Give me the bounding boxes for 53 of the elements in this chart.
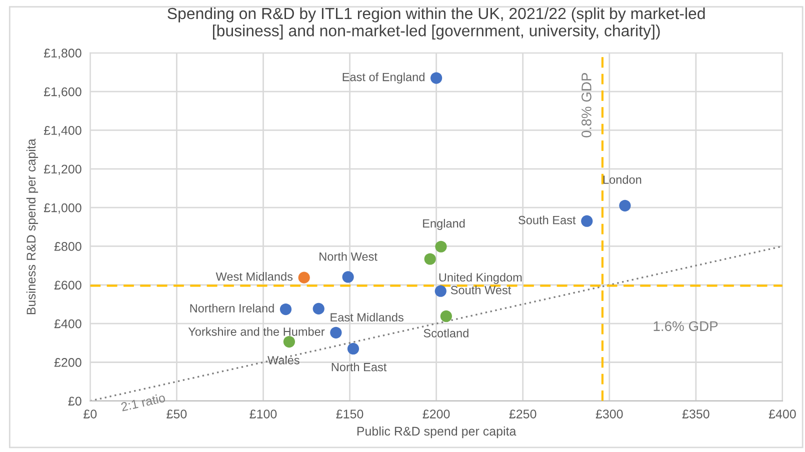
point	[283, 336, 296, 348]
point	[440, 310, 452, 322]
point	[298, 272, 310, 284]
x-tick-label: £300	[596, 410, 623, 418]
y-tick-label: £1,400	[44, 126, 82, 136]
y-tick-label: £1,800	[44, 48, 82, 60]
point	[330, 326, 342, 338]
y-tick-label: £600	[54, 280, 82, 290]
point	[424, 253, 436, 265]
x-tick-label: £400	[768, 410, 796, 418]
x-tick-label: £50	[166, 410, 187, 418]
chart-title: Spending on R&D by ITL1 region within the UK, 2021/22 (split by market-led [business] and non-market-led [government, university, charity])	[168, 7, 705, 40]
x-tick-label: £200	[422, 410, 450, 418]
y-axis-title: Business R&D spend per capita	[26, 138, 38, 314]
point	[280, 303, 292, 316]
point	[619, 200, 631, 212]
annotation: South West	[450, 286, 512, 294]
y-tick-label: £1,200	[44, 164, 82, 176]
ref-line-label: 0.8% GDP	[582, 73, 592, 138]
point	[342, 271, 354, 283]
y-tick-label: £1,600	[44, 87, 82, 98]
ref-line-label: 1.6% GDP	[654, 321, 718, 332]
point	[347, 342, 360, 355]
annotation: North West	[320, 252, 378, 261]
annotation: Scotland	[424, 328, 468, 338]
x-tick-label: £150	[336, 410, 364, 418]
point	[430, 72, 442, 84]
annotation: Yorkshire and the Humber	[188, 327, 325, 336]
annotation: Northern Ireland	[190, 304, 274, 312]
annotation: London	[603, 175, 642, 184]
point	[312, 302, 324, 315]
annotation: United Kingdom	[439, 272, 522, 284]
annotation: East of England	[342, 72, 424, 84]
x-axis-title: Public R&D spend per capita	[357, 426, 516, 438]
x-tick-label: £0	[84, 410, 97, 418]
x-tick-label: £350	[682, 410, 710, 418]
x-tick-label: £100	[250, 410, 277, 418]
y-tick-label: £200	[54, 358, 82, 367]
point	[435, 240, 447, 252]
annotation: South East	[518, 216, 576, 224]
y-tick-label: £0	[68, 396, 82, 406]
point	[581, 215, 593, 227]
y-tick-label: £800	[54, 242, 82, 251]
annotation: East Midlands	[330, 312, 404, 322]
x-tick-label: £250	[509, 410, 536, 418]
y-tick-label: £1,000	[44, 203, 82, 214]
y-tick-label: £400	[54, 319, 82, 328]
point	[434, 285, 446, 297]
annotation: 2:1 ratio	[120, 392, 166, 412]
annotation: West Midlands	[216, 272, 293, 281]
annotation: England	[423, 218, 465, 230]
annotation: Wales	[268, 356, 300, 364]
annotation: North East	[332, 362, 387, 372]
